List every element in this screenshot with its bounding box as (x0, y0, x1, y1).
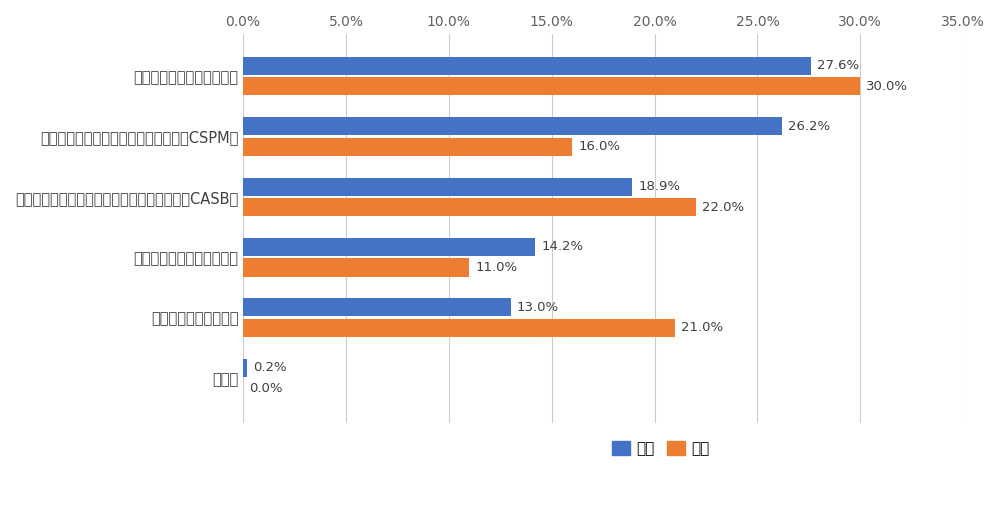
Text: 13.0%: 13.0% (517, 301, 559, 314)
Legend: 全体, 日本: 全体, 日本 (606, 435, 716, 462)
Bar (243, 138, 572, 156)
Bar (243, 57, 811, 75)
Text: 26.2%: 26.2% (788, 120, 830, 133)
Text: 30.0%: 30.0% (866, 80, 908, 93)
Bar (243, 319, 675, 337)
Bar (243, 117, 782, 135)
Text: 14.2%: 14.2% (541, 240, 584, 253)
Text: 11.0%: 11.0% (476, 261, 518, 274)
Bar (243, 238, 535, 256)
Text: 22.0%: 22.0% (702, 201, 744, 213)
Text: 21.0%: 21.0% (681, 322, 723, 334)
Bar (243, 259, 469, 276)
Bar (243, 198, 696, 216)
Text: 27.6%: 27.6% (817, 59, 859, 72)
Text: 0.2%: 0.2% (253, 361, 287, 374)
Text: 0.0%: 0.0% (249, 382, 283, 395)
Bar (243, 77, 860, 96)
Text: 16.0%: 16.0% (578, 140, 620, 153)
Text: 18.9%: 18.9% (638, 180, 680, 193)
Bar (243, 359, 247, 377)
Bar (243, 298, 511, 316)
Bar (243, 177, 632, 196)
